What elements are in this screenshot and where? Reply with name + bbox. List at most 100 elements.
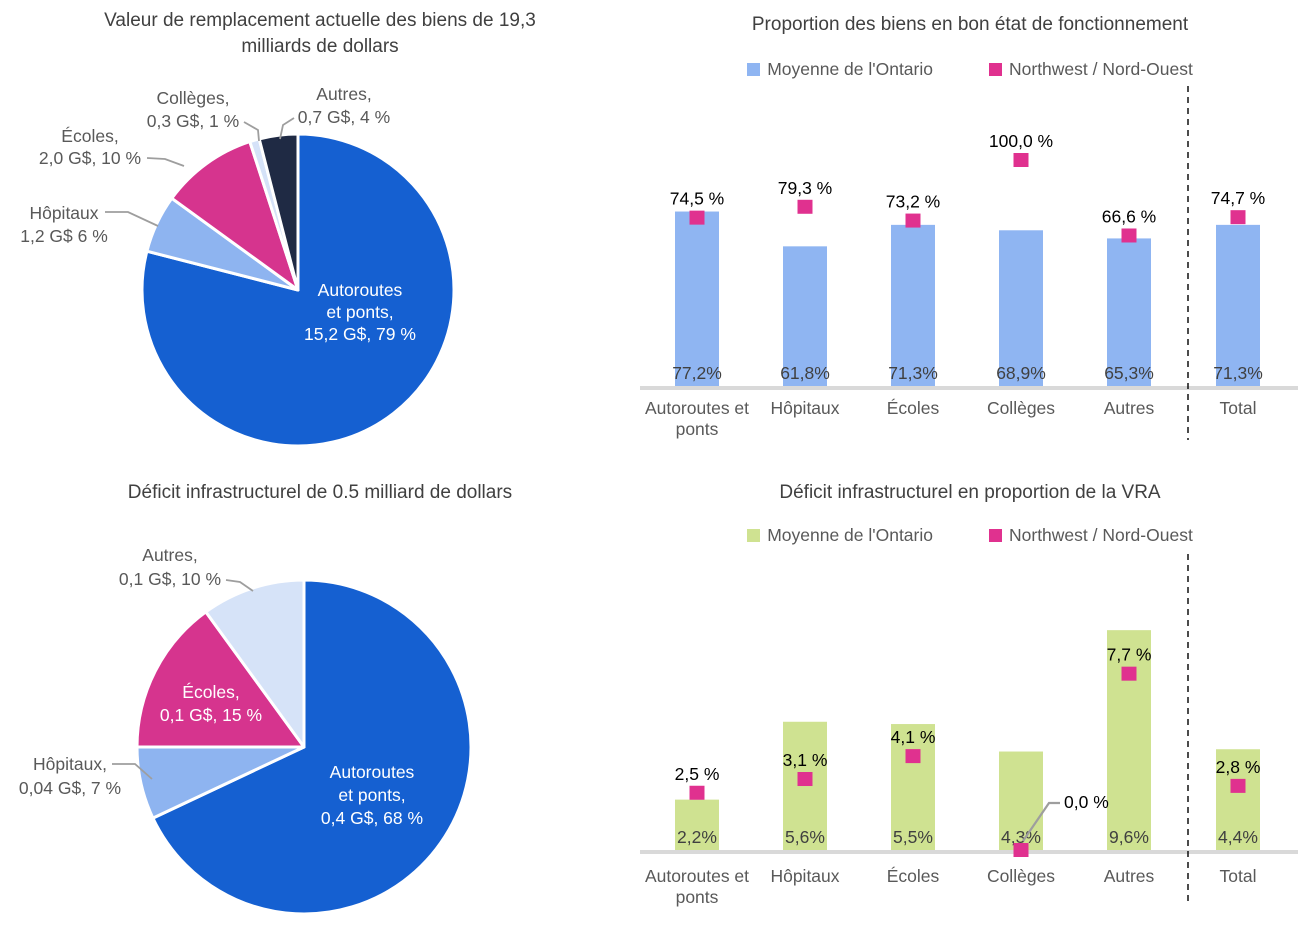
pie1-title: Valeur de remplacement actuelle des bien…	[0, 8, 640, 60]
marker-value-total: 2,8 %	[1216, 757, 1261, 777]
marker-value-autoroutes-et-ponts: 2,5 %	[675, 764, 720, 784]
category-label-autoroutes-et-ponts: ponts	[676, 419, 719, 439]
marker-hopitaux	[797, 772, 813, 787]
northwest-label: Northwest / Nord-Ouest	[1009, 525, 1193, 545]
pie-label-ecoles: 0,1 G$, 15 %	[160, 705, 262, 725]
marker-value-hopitaux: 79,3 %	[778, 178, 832, 198]
x-axis-line	[640, 850, 1298, 854]
ontario-average-swatch	[747, 529, 761, 542]
legend-item-ontario-average: Moyenne de l'Ontario	[747, 59, 933, 80]
northwest-swatch	[989, 529, 1002, 542]
bar-colleges	[999, 751, 1043, 850]
pie-label-ecoles: 2,0 G$, 10 %	[39, 148, 141, 168]
bar-hopitaux	[783, 246, 827, 386]
pie-label-colleges: Collèges,	[157, 88, 230, 108]
category-label-autoroutes-et-ponts: Autoroutes et	[645, 866, 749, 886]
pie-label-autres: 0,7 G$, 4 %	[298, 107, 390, 127]
pie-label-ecoles: Écoles,	[61, 126, 118, 146]
bar-value-total: 71,3%	[1213, 363, 1263, 383]
pie-slice-ecoles	[135, 610, 306, 749]
bar-value-autres: 9,6%	[1109, 827, 1149, 847]
category-label-ecoles: Écoles	[887, 398, 940, 418]
x-axis-line	[640, 386, 1298, 390]
leader-line-hopitaux	[105, 211, 159, 227]
bar-value-autoroutes-et-ponts: 2,2%	[677, 827, 717, 847]
category-label-colleges: Collèges	[987, 866, 1055, 886]
bar-autoroutes-et-ponts	[675, 799, 719, 850]
marker-autoroutes-et-ponts	[689, 785, 705, 800]
bar-autres	[1107, 238, 1151, 386]
category-label-ecoles: Écoles	[887, 866, 940, 886]
pie-label-autoroutes-et-ponts: et ponts,	[326, 302, 393, 322]
pie2-title: Déficit infrastructurel de 0.5 milliard …	[0, 480, 640, 506]
bar2-plot-area: 2,2% 5,6% 5,5% 4,3% 9,6% 4,4% 2,5 % Autoroutes …	[640, 554, 1298, 907]
pie2-plot-area: Autoroutes et ponts, 0,4 G$, 68 % Écoles, 0,…	[19, 545, 473, 916]
marker-ecoles	[905, 213, 921, 228]
pie-label-hopitaux: 1,2 G$ 6 %	[20, 226, 108, 246]
bar-value-colleges: 68,9%	[996, 363, 1046, 383]
leader-line-hopitaux	[112, 763, 153, 780]
pie-label-autoroutes-et-ponts: 0,4 G$, 68 %	[321, 808, 423, 828]
bar-total	[1216, 224, 1260, 386]
bar-total	[1216, 749, 1260, 850]
marker-autres	[1121, 228, 1137, 243]
bar1-title: Proportion des biens en bon état de fonc…	[640, 12, 1300, 38]
category-label-autres: Autres	[1104, 866, 1155, 886]
pie-label-autres: Autres,	[142, 545, 197, 565]
bar2-title: Déficit infrastructurel en proportion de…	[640, 480, 1300, 506]
bar-value-ecoles: 71,3%	[888, 363, 938, 383]
leader-line-colleges	[243, 121, 260, 142]
pie-label-ecoles: Écoles,	[182, 682, 239, 702]
bar-chart-good-condition: Proportion des biens en bon état de fonc…	[640, 0, 1300, 470]
pie1-title-text: Valeur de remplacement actuelle des bien…	[104, 10, 536, 57]
pie-label-autres: 0,1 G$, 10 %	[119, 569, 221, 589]
marker-colleges	[1013, 843, 1029, 857]
bar-ecoles	[891, 224, 935, 386]
marker-value-autoroutes-et-ponts: 74,5 %	[670, 189, 724, 209]
legend-item-northwest: Northwest / Nord-Ouest	[989, 525, 1193, 546]
marker-autoroutes-et-ponts	[689, 210, 705, 225]
marker-value-ecoles: 73,2 %	[886, 192, 940, 212]
pie-label-hopitaux: 0,04 G$, 7 %	[19, 778, 121, 798]
marker-value-autres: 7,7 %	[1107, 645, 1152, 665]
pie-chart-replacement-value: Valeur de remplacement actuelle des bien…	[0, 0, 640, 470]
pie-label-autoroutes-et-ponts: Autoroutes	[330, 762, 415, 782]
marker-ecoles	[905, 749, 921, 764]
category-label-total: Total	[1220, 398, 1257, 418]
bar-value-ecoles: 5,5%	[893, 827, 933, 847]
pie2-title-text: Déficit infrastructurel de 0.5 milliard …	[127, 482, 513, 503]
leader-line-autres	[279, 117, 295, 140]
category-label-hopitaux: Hôpitaux	[770, 866, 839, 886]
pie-label-autoroutes-et-ponts: 15,2 G$, 79 %	[304, 324, 416, 344]
bar-value-hopitaux: 61,8%	[780, 363, 830, 383]
bar2-title-text: Déficit infrastructurel en proportion de…	[779, 482, 1161, 503]
category-label-autres: Autres	[1104, 398, 1155, 418]
bar-value-total: 4,4%	[1218, 827, 1258, 847]
pie-slice-autres	[204, 578, 306, 749]
ontario-average-swatch	[747, 63, 761, 76]
marker-value-ecoles: 4,1 %	[891, 727, 936, 747]
northwest-swatch	[989, 63, 1002, 76]
marker-total	[1230, 778, 1246, 793]
legend-item-ontario-average: Moyenne de l'Ontario	[747, 525, 933, 546]
bar-value-autoroutes-et-ponts: 77,2%	[672, 363, 722, 383]
pie-label-autres: Autres,	[316, 84, 371, 104]
marker-total	[1230, 210, 1246, 225]
pie-slice-ecoles	[170, 140, 300, 292]
marker-autres	[1121, 666, 1137, 681]
bar1-plot-area: 77,2% 61,8% 71,3% 68,9% 65,3% 71,3% 74,5 % Auto…	[640, 86, 1298, 440]
bar1-title-text: Proportion des biens en bon état de fonc…	[751, 14, 1189, 35]
marker-callout-line-colleges	[1022, 801, 1060, 842]
marker-value-colleges: 100,0 %	[989, 131, 1053, 151]
pie-slice-autoroutes-et-ponts	[151, 578, 473, 916]
marker-colleges	[1013, 153, 1029, 167]
pie-label-colleges: 0,3 G$, 1 %	[147, 111, 239, 131]
pie-label-autoroutes-et-ponts: Autoroutes	[318, 280, 403, 300]
marker-value-total: 74,7 %	[1211, 188, 1265, 208]
legend-item-northwest: Northwest / Nord-Ouest	[989, 59, 1193, 80]
pie-chart-infrastructure-deficit: Déficit infrastructurel de 0.5 milliard …	[0, 470, 640, 943]
category-label-total: Total	[1220, 866, 1257, 886]
marker-value-hopitaux: 3,1 %	[783, 750, 828, 770]
